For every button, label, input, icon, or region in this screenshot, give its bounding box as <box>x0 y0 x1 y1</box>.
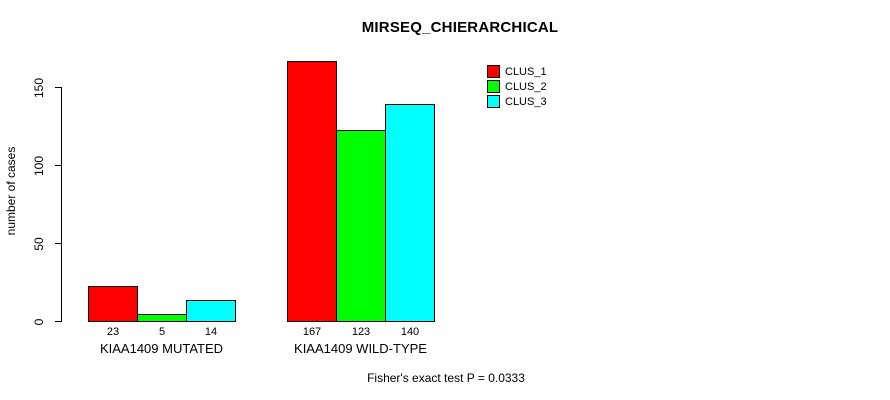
bar-clus_2-group2 <box>336 130 386 322</box>
legend-label: CLUS_3 <box>505 95 547 108</box>
legend-item: CLUS_3 <box>487 94 547 109</box>
bar-value-label: 140 <box>400 326 420 338</box>
bar-value-label: 123 <box>351 326 371 338</box>
footnote-text: Fisher's exact test P = 0.0333 <box>367 371 525 385</box>
bar-value-label: 167 <box>302 326 322 338</box>
legend-item: CLUS_2 <box>487 79 547 94</box>
y-tick-label: 150 <box>32 77 46 99</box>
legend-swatch-clus_2 <box>487 80 500 93</box>
bar-value-label: 5 <box>158 326 166 338</box>
chart-title: MIRSEQ_CHIERARCHICAL <box>361 19 559 36</box>
legend-item: CLUS_1 <box>487 64 547 79</box>
bar-clus_3-group2 <box>385 104 435 322</box>
y-tick-mark <box>55 87 62 88</box>
y-tick-label: 0 <box>32 318 46 326</box>
y-tick-mark <box>55 243 62 244</box>
y-tick-label: 100 <box>32 155 46 177</box>
y-tick-label: 50 <box>32 237 46 251</box>
y-axis-line <box>61 88 62 322</box>
category-label: KIAA1409 MUTATED <box>99 341 224 356</box>
legend: CLUS_1 CLUS_2 CLUS_3 <box>487 64 547 109</box>
bar-value-label: 14 <box>204 326 218 338</box>
bar-clus_2-group1 <box>137 314 187 322</box>
bar-clus_3-group1 <box>186 300 236 322</box>
bar-clus_1-group2 <box>287 61 337 322</box>
y-tick-mark <box>55 321 62 322</box>
category-label: KIAA1409 WILD-TYPE <box>294 341 427 356</box>
y-axis-label: number of cases <box>4 146 18 236</box>
bar-value-label: 23 <box>106 326 120 338</box>
legend-swatch-clus_3 <box>487 95 500 108</box>
legend-label: CLUS_1 <box>505 65 547 78</box>
bar-clus_1-group1 <box>88 286 138 322</box>
legend-label: CLUS_2 <box>505 80 547 93</box>
legend-swatch-clus_1 <box>487 65 500 78</box>
y-tick-mark <box>55 165 62 166</box>
